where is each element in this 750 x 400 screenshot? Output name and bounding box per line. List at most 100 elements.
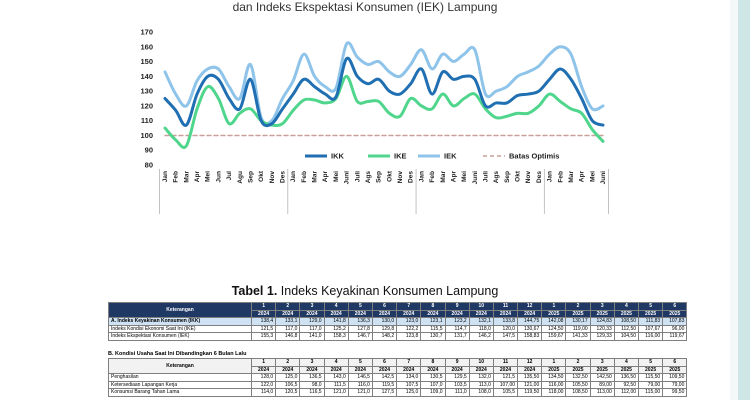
cell-value: 158,83 bbox=[517, 332, 543, 341]
cell-value: 132,0 bbox=[468, 373, 494, 382]
header-month: 10 bbox=[468, 358, 494, 367]
x-tick-label: Jun bbox=[215, 171, 222, 183]
row-label: Indeks Ekspektasi Konsumen (IEK) bbox=[108, 332, 252, 341]
x-tick-label: Apr bbox=[194, 171, 201, 183]
series-line-iek bbox=[163, 41, 605, 126]
header-year: 2024 bbox=[347, 309, 373, 318]
x-tick-label: Nov bbox=[397, 171, 404, 184]
table-title-rest: Indeks Keyakinan Konsumen Lampung bbox=[277, 284, 499, 298]
cell-value: 111,5 bbox=[323, 380, 349, 389]
x-tick-label: Jan bbox=[162, 171, 169, 182]
header-year: 2024 bbox=[468, 309, 494, 318]
header-year: 2024 bbox=[517, 365, 543, 374]
row-label: A. Indeks Keyakinan Konsumen (IKK) bbox=[108, 317, 252, 326]
cell-value: 117,0 bbox=[275, 324, 301, 333]
cell-value: 143,0 bbox=[323, 373, 349, 382]
row-label: Indeks Kondisi Ekonomi Saat Ini (IKE) bbox=[108, 324, 252, 333]
cell-value: 132,1 bbox=[468, 317, 494, 326]
cell-value: 121,00 bbox=[517, 380, 543, 389]
header-month: 6 bbox=[371, 302, 398, 311]
section-b-title: B. Kondisi Usaha Saat Ini Dibandingkan 6… bbox=[108, 351, 247, 357]
x-tick-label: Feb bbox=[557, 171, 564, 183]
y-tick-label: 150 bbox=[140, 57, 153, 66]
x-tick-label: Jan bbox=[547, 171, 554, 182]
cell-value: 114,7 bbox=[444, 324, 470, 333]
cell-value: 129,0 bbox=[299, 317, 325, 326]
header-year: 2024 bbox=[371, 309, 398, 318]
right-border-strip bbox=[738, 0, 750, 400]
legend-label-ike: IKE bbox=[394, 152, 407, 161]
header-month: 1 bbox=[250, 358, 277, 367]
cell-value: 146,8 bbox=[275, 332, 301, 341]
x-tick-label: Nov bbox=[525, 171, 532, 184]
x-tick-label: Feb bbox=[429, 171, 436, 183]
cell-value: 130,5 bbox=[420, 373, 446, 382]
y-tick-label: 110 bbox=[141, 116, 153, 125]
table-header-row: Keterangan 1 2 3 4 5 6 7 8 9 10 11 12 1 2 3 4 5 6 bbox=[108, 358, 688, 374]
cell-value: 119,00 bbox=[565, 324, 591, 333]
header-year: 2024 bbox=[396, 309, 422, 318]
header-year: 2024 bbox=[323, 309, 349, 318]
header-year: 2024 bbox=[420, 365, 446, 374]
header-year: 2025 bbox=[662, 309, 688, 318]
cell-value: 121,5 bbox=[250, 324, 277, 333]
header-year: 2025 bbox=[541, 309, 567, 318]
cell-value: 142,5 bbox=[371, 373, 398, 382]
cell-value: 106,5 bbox=[275, 380, 301, 389]
cell-value: 142,50 bbox=[589, 373, 615, 382]
header-year: 2025 bbox=[613, 309, 640, 318]
header-year: 2024 bbox=[444, 309, 470, 318]
cell-value: 130,17 bbox=[565, 317, 591, 326]
cell-value: 108,50 bbox=[565, 388, 591, 397]
header-month: 5 bbox=[347, 358, 373, 367]
x-tick-label: Sep bbox=[247, 171, 254, 183]
legend-label-iek: IEK bbox=[444, 152, 457, 161]
cell-value: 141,0 bbox=[299, 332, 325, 341]
header-month: 10 bbox=[468, 302, 494, 311]
x-tick-label: Mei bbox=[461, 171, 468, 182]
header-month: 7 bbox=[396, 302, 422, 311]
cell-value: 108,0 bbox=[468, 388, 494, 397]
cell-value: 136,50 bbox=[613, 373, 640, 382]
x-tick-label: Okt bbox=[515, 170, 522, 182]
chart-title: dan Indeks Ekspektasi Konsumen (IEK) Lam… bbox=[232, 0, 498, 14]
x-tick-label: Mar bbox=[183, 171, 190, 183]
x-tick-label: Mar bbox=[440, 171, 447, 183]
cell-value: 120,33 bbox=[589, 324, 615, 333]
header-month: 1 bbox=[541, 302, 567, 311]
cell-value: 115,50 bbox=[637, 373, 664, 382]
y-tick-label: 170 bbox=[140, 28, 153, 37]
y-tick-label: 120 bbox=[140, 101, 153, 110]
cell-value: 127,8 bbox=[347, 324, 373, 333]
cell-value: 118,00 bbox=[541, 388, 567, 397]
cell-value: 121,5 bbox=[492, 373, 519, 382]
cell-value: 116,5 bbox=[299, 388, 325, 397]
x-tick-label: Mar bbox=[312, 171, 319, 183]
cell-value: 123,1 bbox=[420, 317, 446, 326]
header-month: 3 bbox=[299, 358, 325, 367]
header-year: 2025 bbox=[565, 309, 591, 318]
cell-value: 134,50 bbox=[541, 373, 567, 382]
cell-value: 133,1 bbox=[275, 317, 301, 326]
x-tick-label: Sep bbox=[376, 171, 383, 183]
cell-value: 107,00 bbox=[492, 380, 519, 389]
cell-value: 116,0 bbox=[347, 380, 373, 389]
cell-value: 131,7 bbox=[444, 332, 470, 341]
cell-value: 109,0 bbox=[420, 388, 446, 397]
header-month: 2 bbox=[565, 358, 591, 367]
cell-value: 107,5 bbox=[396, 380, 422, 389]
table-row: Indeks Ekspektasi Konsumen (IEK) 155,3 146… bbox=[108, 332, 688, 341]
x-tick-label: Ags bbox=[493, 171, 500, 184]
cell-value: 113,00 bbox=[589, 388, 615, 397]
header-year: 2025 bbox=[541, 365, 567, 374]
x-tick-label: Sep bbox=[504, 171, 511, 183]
cell-value: 158,3 bbox=[323, 332, 349, 341]
year-label: 2022 bbox=[215, 213, 232, 214]
header-year: 2024 bbox=[275, 309, 301, 318]
cell-value: 121,0 bbox=[323, 388, 349, 397]
header-year: 2025 bbox=[589, 365, 615, 374]
cell-value: 129,33 bbox=[589, 332, 615, 341]
cell-value: 122,0 bbox=[250, 380, 277, 389]
cell-value: 134,0 bbox=[396, 373, 422, 382]
table-year-row: 2024 2024 2024 2024 2024 2024 2024 2024 2024 2024… bbox=[109, 309, 688, 318]
